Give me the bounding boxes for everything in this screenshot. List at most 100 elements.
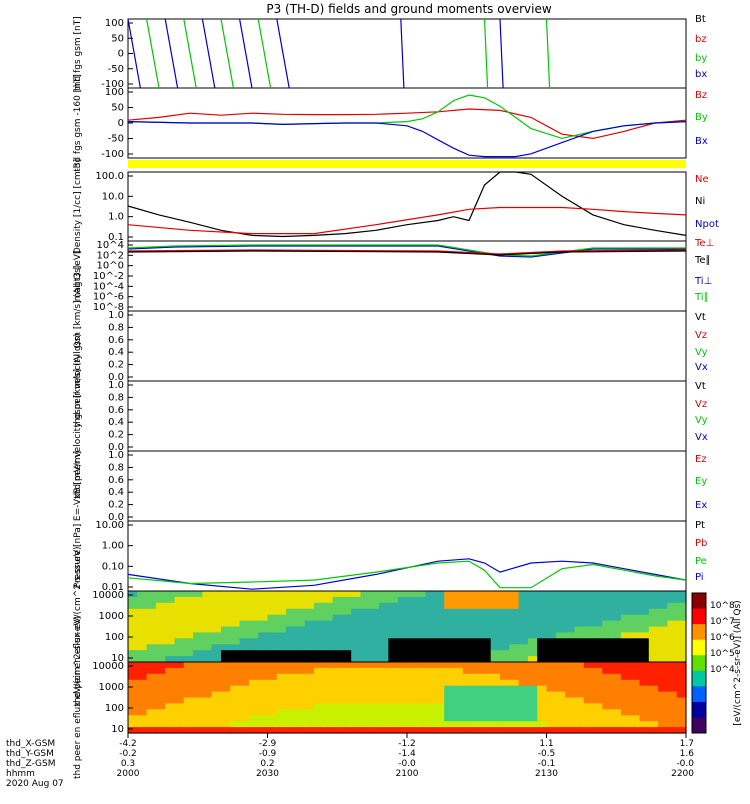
spectro-cell — [146, 650, 157, 657]
spectro-cell — [202, 662, 213, 669]
spectro-cell — [676, 620, 687, 628]
spectro-cell — [658, 721, 668, 728]
spectro-cell — [583, 638, 594, 645]
spectro-cell — [314, 709, 324, 716]
osc-line — [545, 18, 551, 89]
spectro-cell — [648, 650, 659, 657]
series-tipara — [127, 244, 686, 257]
spectro-cell — [304, 691, 315, 699]
spectro-cell — [128, 667, 138, 675]
spectro-cell — [155, 697, 166, 704]
spectro-cell — [425, 602, 436, 610]
spectro-cell — [341, 715, 352, 722]
spectro-cell — [602, 620, 613, 628]
spectro-cell — [574, 596, 585, 604]
spectro-cell — [648, 715, 659, 722]
spectro-cell — [500, 662, 510, 669]
y-tick-label: 10000 — [92, 661, 124, 672]
spectro-cell — [248, 591, 259, 598]
spectro-cell — [146, 591, 157, 598]
spectro-cell — [593, 721, 603, 728]
spectro-cell — [509, 715, 520, 722]
spectro-cell — [509, 596, 520, 604]
spectro-cell — [527, 691, 538, 699]
spectro-cell — [416, 626, 427, 633]
spectro-cell — [379, 650, 389, 657]
spectro-cell — [574, 673, 585, 681]
spectro-cell — [676, 656, 687, 663]
spectro-cell — [258, 650, 269, 657]
spectro-cell — [565, 591, 575, 598]
spectro-cell — [295, 721, 306, 728]
spectro-cell — [555, 697, 566, 704]
spectro-cell — [323, 667, 334, 675]
spectro-cell — [323, 591, 334, 598]
spectro-cell — [137, 608, 148, 616]
spectro-cell — [648, 679, 659, 687]
y-tick-label: 100 — [105, 87, 124, 98]
spectro-cell — [555, 709, 566, 716]
spectro-cell — [611, 632, 622, 639]
spectro-cell — [360, 685, 371, 693]
spectro-cell — [146, 626, 157, 633]
colorbar-band — [692, 686, 706, 703]
spectro-cell — [667, 620, 678, 628]
spectro-cell — [565, 650, 575, 657]
spectro-cell — [351, 685, 362, 693]
spectro-cell — [620, 656, 631, 663]
spectro-cell — [137, 679, 148, 687]
spectro-cell — [211, 644, 222, 651]
spectro-cell — [128, 679, 138, 687]
spectro-cell — [146, 679, 157, 687]
spectro-cell — [332, 626, 343, 633]
spectro-cell — [518, 608, 529, 616]
spectro-cell — [183, 608, 194, 616]
series-pe — [127, 560, 687, 589]
spectro-cell — [183, 602, 194, 610]
spectro-cell — [295, 638, 306, 645]
panel-frame — [127, 450, 687, 522]
spectro-cell — [583, 614, 594, 622]
spectro-cell — [314, 662, 324, 669]
spectro-cell — [658, 685, 668, 693]
colorbar-band — [692, 624, 706, 641]
spectro-cell — [295, 591, 306, 598]
spectro-cell — [425, 679, 436, 687]
spectro-cell — [509, 644, 520, 651]
y-tick-label: 10 — [111, 653, 124, 664]
spectro-cell — [546, 620, 557, 628]
legend-entry: Vt — [695, 312, 706, 323]
spectro-cell — [351, 715, 362, 722]
legend-entry: Pt — [695, 520, 705, 531]
spectro-cell — [565, 709, 575, 716]
spectro-cell — [416, 602, 427, 610]
spectro-cell — [425, 626, 436, 633]
y-tick-label: 100 — [105, 703, 124, 714]
spectro-cell — [546, 709, 557, 716]
spectro-cell — [165, 685, 176, 693]
legend-entry: Te⊥ — [694, 238, 714, 249]
spectro-cell — [183, 656, 194, 663]
spectro-cell — [453, 620, 464, 628]
spectro-cell — [193, 620, 203, 628]
spectro-cell — [221, 697, 231, 704]
spectro-cell — [193, 656, 203, 663]
spectro-cell — [183, 632, 194, 639]
spectro-cell — [537, 685, 548, 693]
spectro-cell — [565, 697, 575, 704]
spectro-cell — [341, 591, 352, 598]
spectro-cell — [323, 596, 334, 604]
spectro-cell — [360, 709, 371, 716]
spectro-cell — [286, 644, 296, 651]
spectro-cell — [481, 685, 492, 693]
legend-entry: Bx — [695, 136, 708, 147]
spectro-cell — [658, 727, 668, 734]
spectro-cell — [490, 691, 501, 699]
spectro-cell — [388, 691, 399, 699]
spectro-cell — [416, 656, 427, 663]
spectro-cell — [555, 715, 566, 722]
spectro-cell — [537, 650, 548, 657]
spectro-cell — [472, 679, 482, 687]
spectro-cell — [518, 679, 529, 687]
y-tick-label: 10^-6 — [93, 292, 124, 303]
